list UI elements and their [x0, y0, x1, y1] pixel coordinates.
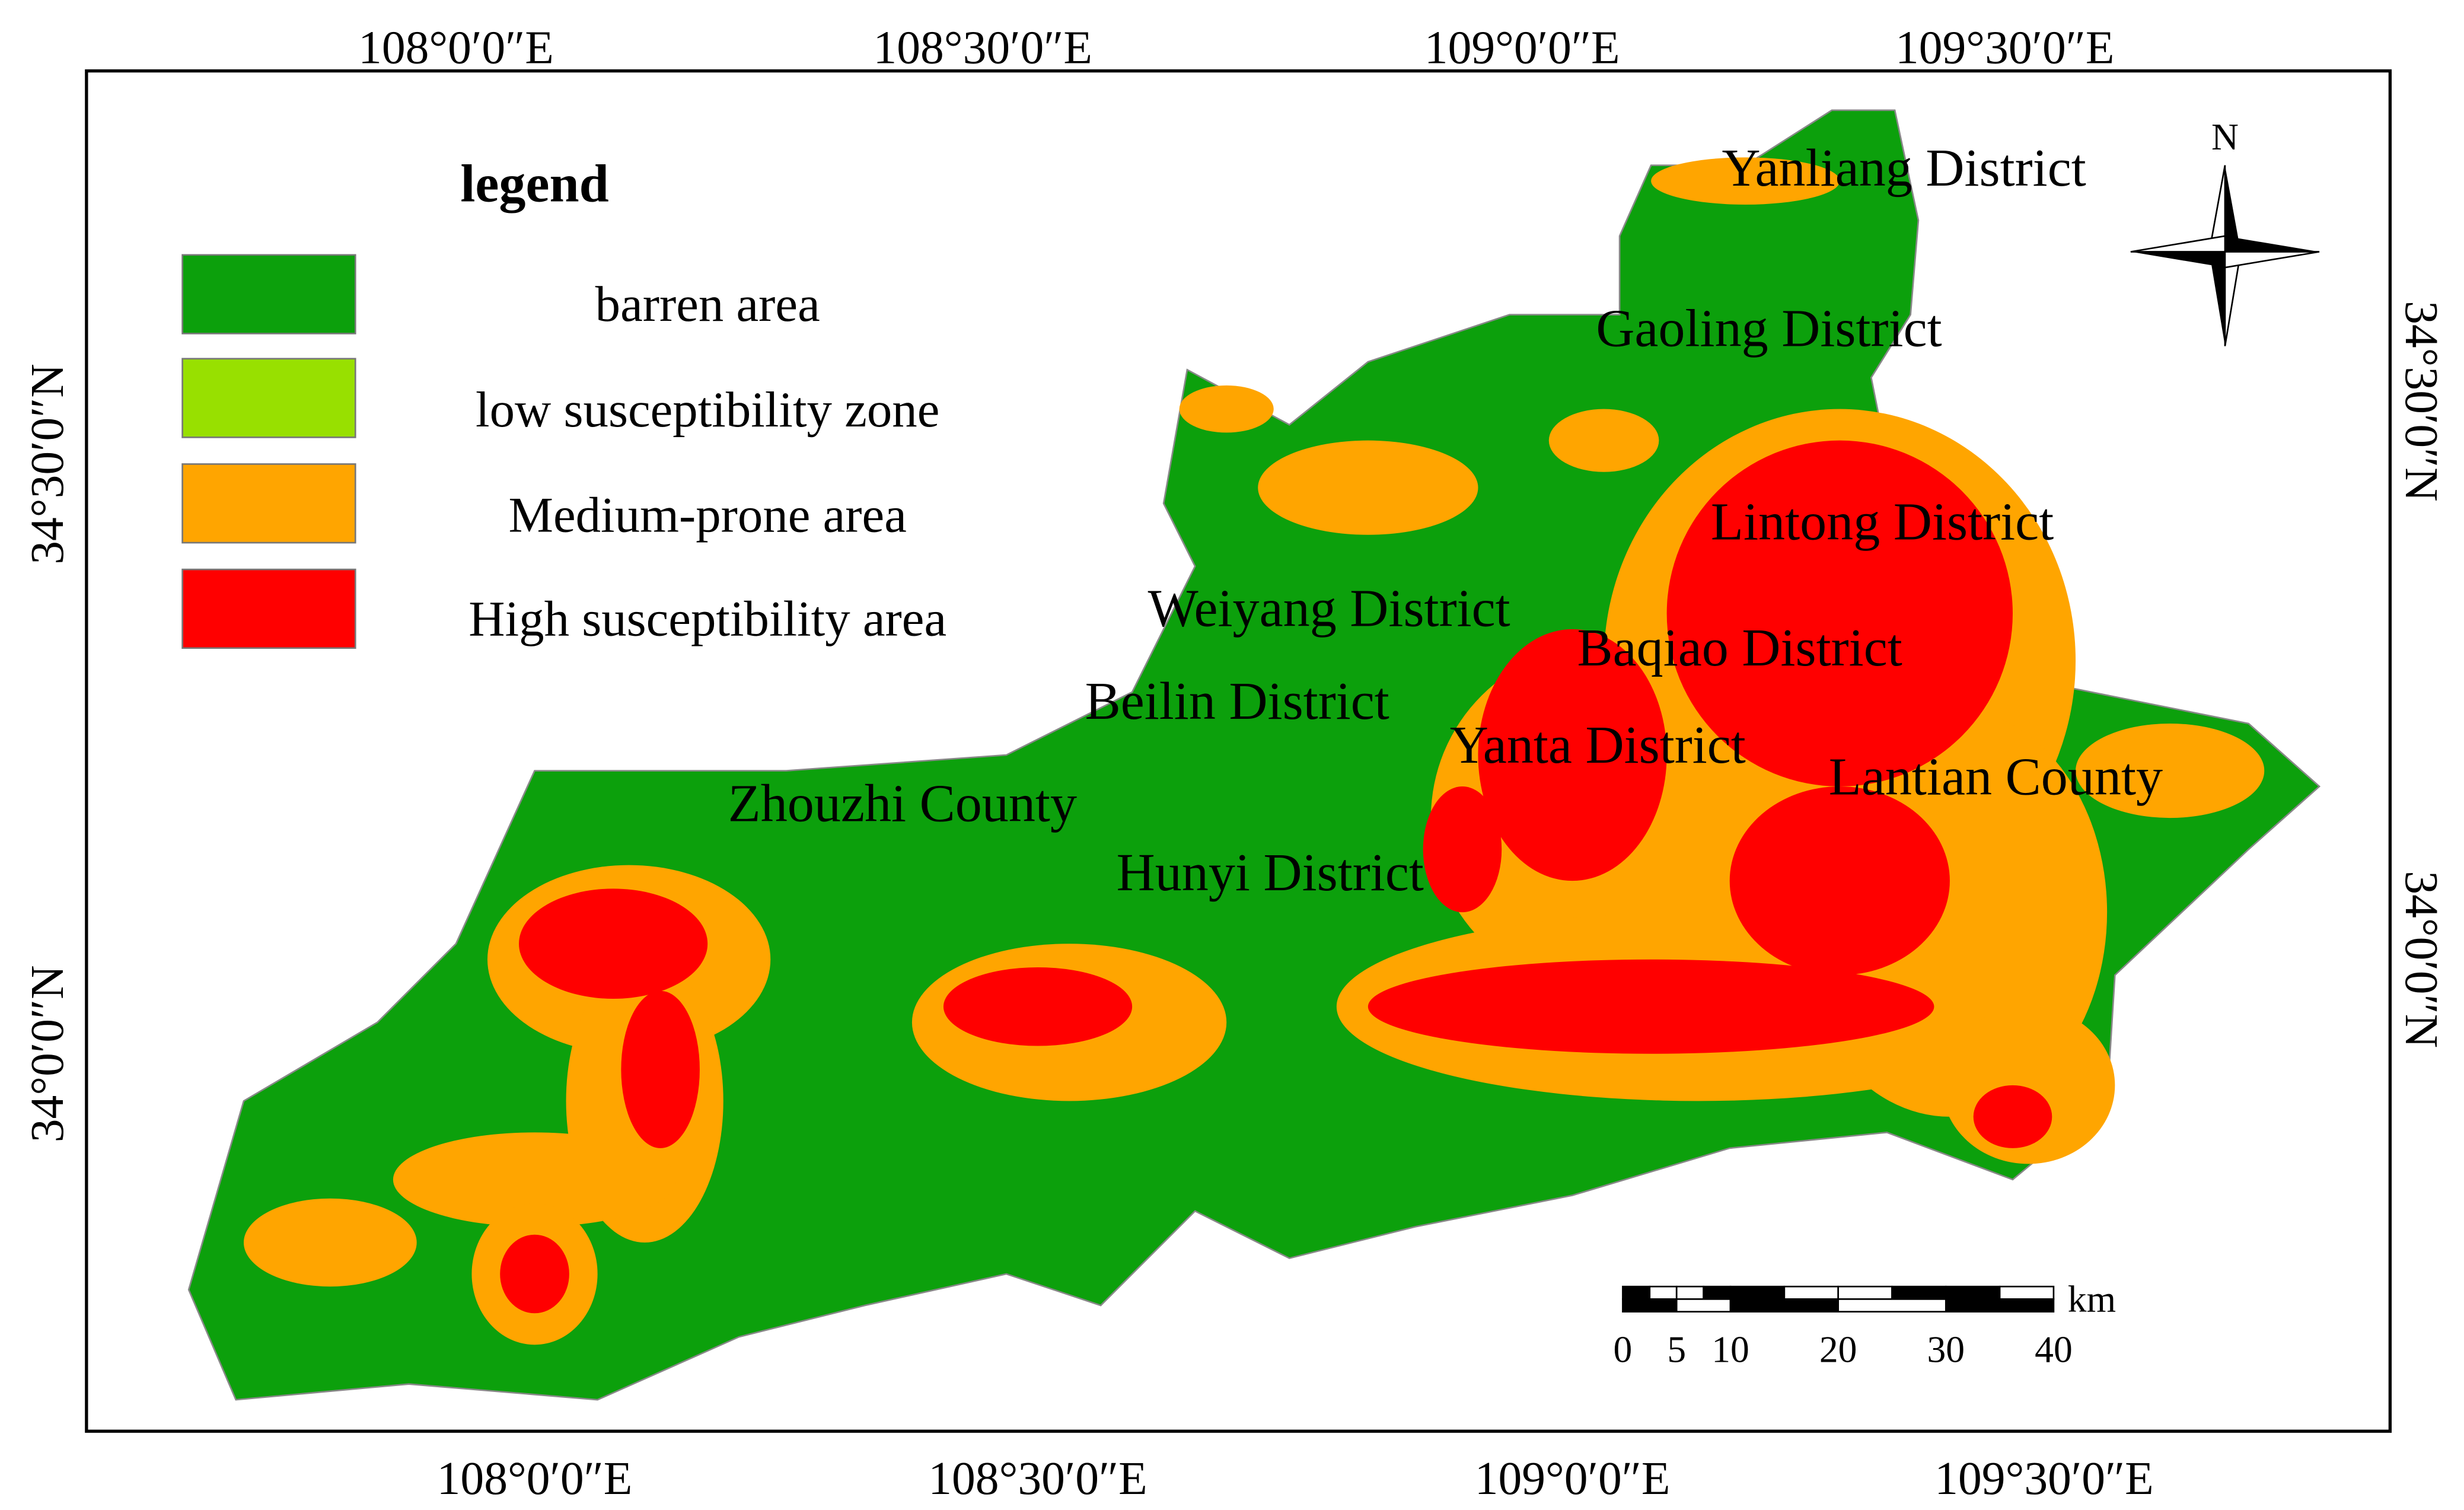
lon-label: 109°30′0″E	[1934, 1452, 2154, 1505]
scale-segment	[1622, 1285, 1651, 1300]
scale-segment	[1675, 1285, 1704, 1300]
zone	[1258, 440, 1478, 535]
zone	[621, 990, 700, 1148]
lon-label: 108°0′0″E	[437, 1452, 633, 1505]
legend: legend barren area low susceptibility zo…	[181, 154, 946, 649]
district-label: Yanta District	[1450, 715, 1746, 775]
legend-swatch	[181, 358, 356, 438]
north-label: N	[2211, 116, 2239, 158]
zone	[1729, 786, 1950, 976]
district-label: Weiyang District	[1148, 579, 1510, 638]
scale-segment	[1998, 1285, 2055, 1300]
scale-label: 40	[2035, 1329, 2073, 1371]
zone	[1651, 157, 1840, 205]
scale-segment	[1703, 1285, 1732, 1300]
district-label: Zhouzhi County	[728, 773, 1077, 833]
scale-segment	[1675, 1298, 1732, 1313]
district-label: Beilin District	[1085, 671, 1389, 731]
graticule-labels: 108°0′0″E 108°30′0″E 109°0′0″E 109°30′0″…	[21, 21, 2447, 1505]
scale-label: 5	[1667, 1329, 1686, 1371]
scale-segment	[1945, 1285, 2001, 1300]
zone	[393, 1132, 677, 1227]
district-label: Yanliang District	[1722, 138, 2086, 197]
zone	[1423, 786, 1502, 913]
district-label: Lintong District	[1711, 492, 2054, 552]
legend-swatch	[181, 463, 356, 544]
lat-label: 34°0′0″N	[21, 965, 74, 1142]
legend-label: low susceptibility zone	[476, 382, 939, 438]
scale-segment	[1729, 1285, 1786, 1300]
zone	[1666, 440, 2013, 787]
lon-label: 109°0′0″E	[1475, 1452, 1671, 1505]
scale-segment	[1622, 1298, 1678, 1313]
zone	[1368, 959, 1934, 1054]
lon-label: 109°0′0″E	[1424, 21, 1620, 74]
lon-label: 108°30′0″E	[928, 1452, 1147, 1505]
frame	[85, 69, 2392, 1433]
lat-label: 34°30′0″N	[2395, 301, 2447, 502]
scale-label: 10	[1711, 1329, 1749, 1371]
legend-title: legend	[460, 154, 608, 214]
lat-label: 34°0′0″N	[2395, 871, 2447, 1048]
scale-label: 0	[1614, 1329, 1633, 1371]
zone	[500, 1234, 569, 1314]
scale-unit: km	[2068, 1278, 2116, 1320]
zone	[1179, 385, 1274, 433]
legend-label: Medium-prone area	[509, 487, 907, 543]
scale-segment	[1783, 1285, 1840, 1300]
scale-segment	[1891, 1285, 1947, 1300]
zone	[1973, 1085, 2052, 1148]
zone	[2076, 723, 2265, 818]
scale-segment	[1945, 1298, 2055, 1313]
district-label: Hunyi District	[1117, 843, 1424, 902]
arrow-part	[2224, 165, 2241, 252]
lon-label: 108°30′0″E	[873, 21, 1092, 74]
scale-bar: km 0 5 10 20 30 40	[1614, 1278, 2116, 1371]
scale-segment	[1729, 1298, 1840, 1313]
scale-label: 30	[1927, 1329, 1965, 1371]
district-label: Gaoling District	[1596, 299, 1942, 358]
north-arrow: N	[2130, 116, 2320, 346]
zone	[943, 967, 1133, 1046]
district-label: Baqiao District	[1577, 618, 1902, 677]
arrow-part	[2224, 235, 2320, 252]
scale-segment	[1649, 1285, 1678, 1300]
zone	[1478, 629, 1667, 881]
district-label: Lantian County	[1829, 747, 2163, 806]
lat-label: 34°30′0″N	[21, 364, 74, 565]
zone	[1548, 409, 1659, 472]
scale-label: 20	[1819, 1329, 1857, 1371]
lon-label: 108°0′0″E	[358, 21, 554, 74]
arrow-part	[2224, 251, 2320, 269]
arrow-part	[2130, 251, 2225, 268]
district-labels: Yanliang District Gaoling District Linto…	[728, 138, 2163, 902]
zone	[243, 1198, 417, 1287]
scale-segment	[1837, 1298, 1947, 1313]
lon-label: 109°30′0″E	[1895, 21, 2115, 74]
zone	[519, 888, 708, 999]
legend-swatch	[181, 254, 356, 335]
scale-segment	[1837, 1285, 1893, 1300]
legend-label: High susceptibility area	[468, 591, 946, 646]
legend-swatch	[181, 568, 356, 649]
legend-label: barren area	[595, 276, 820, 332]
high-zones	[500, 440, 2052, 1314]
